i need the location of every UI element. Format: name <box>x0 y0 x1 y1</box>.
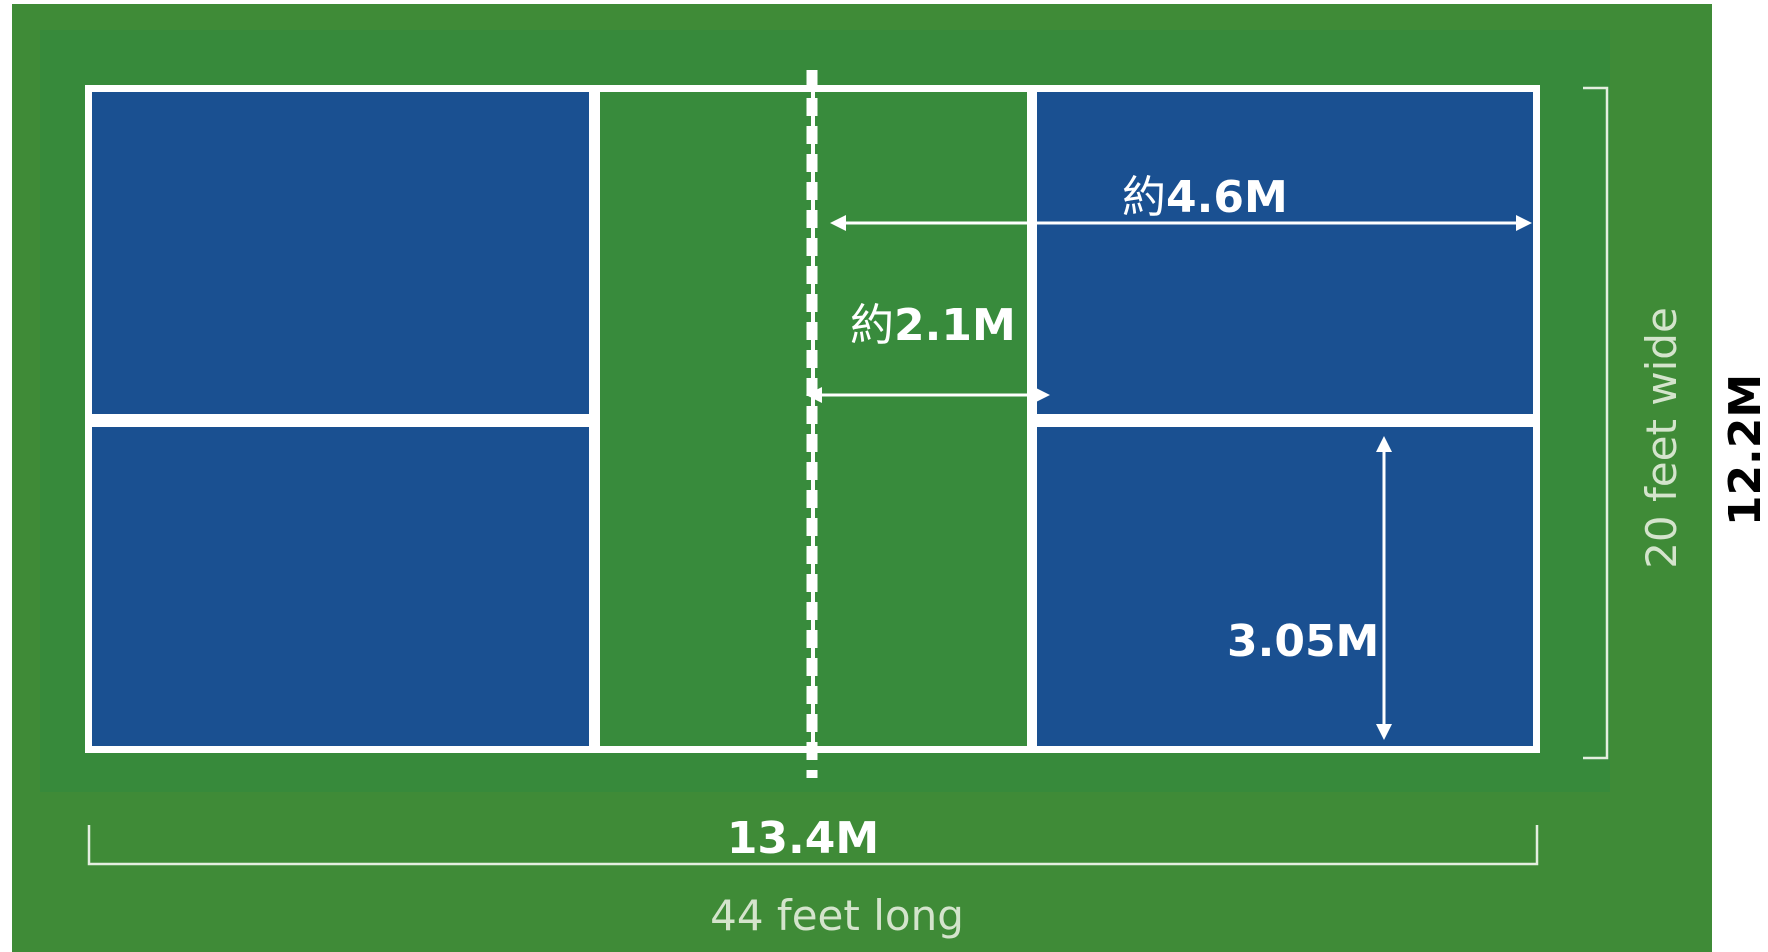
left-service-box-bottom <box>92 427 589 746</box>
court-width-ft-label: 20 feet wide <box>1637 307 1686 569</box>
service-length-prefix: 約 <box>1122 172 1166 223</box>
service-length-arrow <box>830 215 1532 231</box>
court-length-m-label: 13.4M <box>727 813 879 864</box>
service-length-value: 4.6M <box>1166 172 1288 223</box>
service-width-arrow <box>1376 436 1392 740</box>
left-service-box-top <box>92 92 589 414</box>
left-kitchen <box>600 92 811 746</box>
court-width-bracket <box>1583 86 1609 760</box>
court-length-ft-label: 44 feet long <box>710 891 964 940</box>
kitchen-depth-value: 2.1M <box>894 300 1016 351</box>
service-width-label: 3.05M <box>1227 616 1379 667</box>
right-service-box-bottom <box>1037 427 1533 746</box>
right-service-box-top <box>1037 92 1533 414</box>
right-kitchen <box>815 92 1027 746</box>
kitchen-depth-label: 約2.1M <box>850 300 1016 351</box>
service-length-label: 約4.6M <box>1122 172 1288 223</box>
kitchen-depth-arrow <box>806 387 1050 403</box>
kitchen-depth-prefix: 約 <box>850 300 894 351</box>
court-length-bracket <box>87 825 1539 866</box>
court-width-m-label: 12.2M <box>1720 374 1768 526</box>
